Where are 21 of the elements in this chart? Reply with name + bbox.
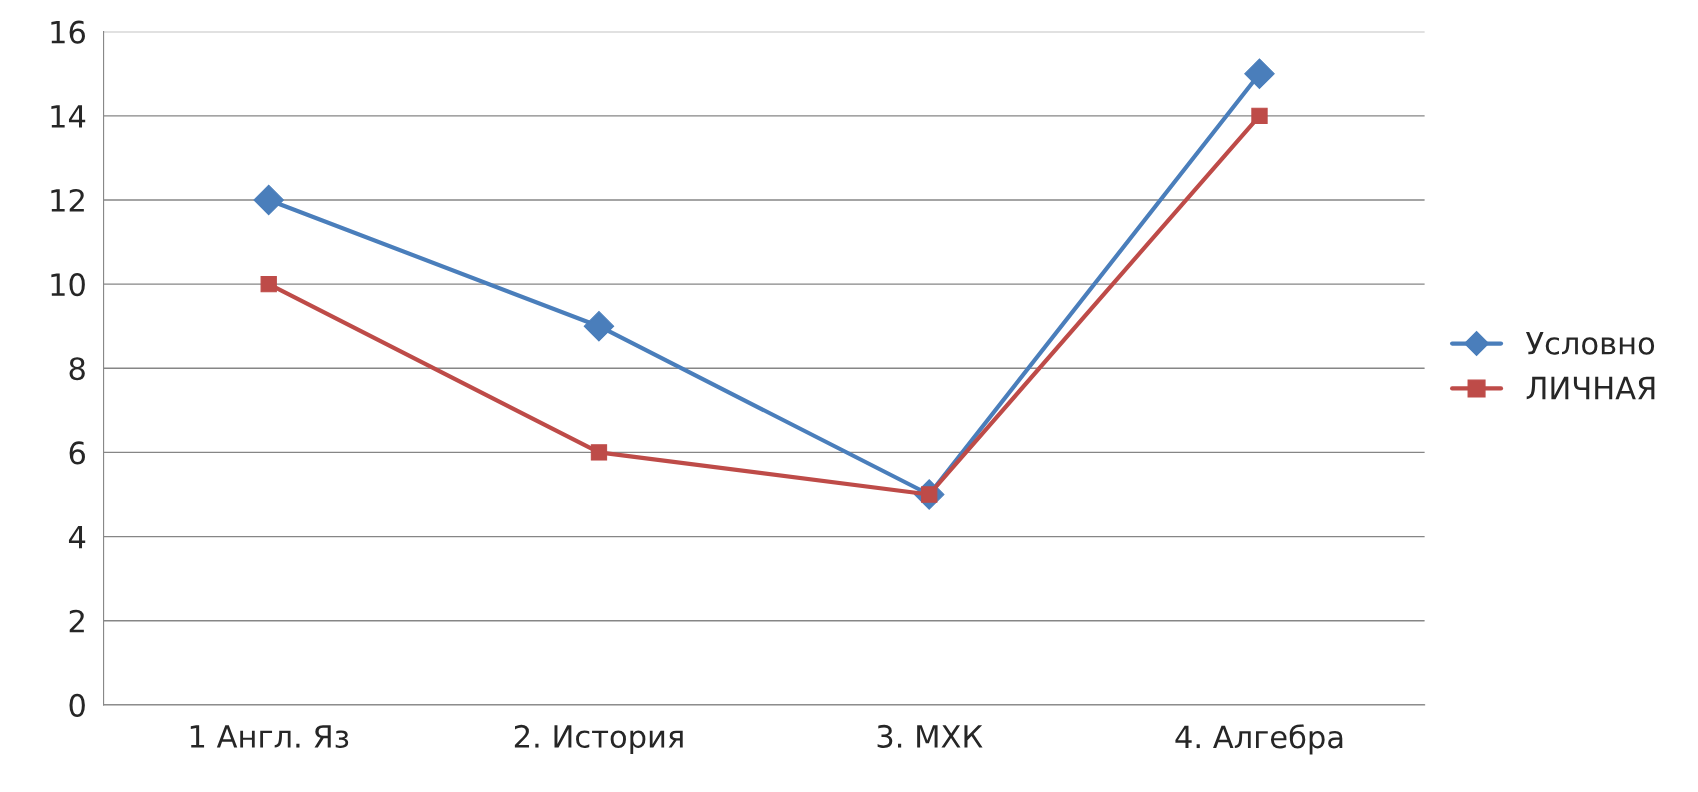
point (590, 444, 608, 461)
y-tick-label: 4 (68, 525, 86, 549)
y-tick-label: 10 (51, 273, 85, 297)
x-tick-label: 2. История (514, 724, 683, 754)
x-tick-label: 1 Англ. Яз (190, 725, 349, 748)
x-tick-label: 3. МХК (877, 724, 983, 748)
y-tick-label: 2 (69, 609, 84, 633)
point (1244, 58, 1275, 90)
y-tick-label: 14 (51, 105, 86, 128)
y-tick-label: 6 (69, 441, 85, 465)
y-tick-label: 12 (51, 188, 84, 212)
y-tick-label: 0 (69, 693, 85, 717)
legend-label: Условно (1525, 332, 1655, 355)
x-tick-label: 4. Алгебра (1175, 724, 1343, 755)
y-tick-label: 16 (51, 20, 85, 44)
y-tick-label: 8 (69, 357, 85, 381)
point (253, 184, 284, 216)
point (583, 310, 615, 342)
point (260, 275, 277, 293)
point (1251, 107, 1268, 124)
legend-label: ЛИЧНАЯ (1526, 376, 1655, 400)
